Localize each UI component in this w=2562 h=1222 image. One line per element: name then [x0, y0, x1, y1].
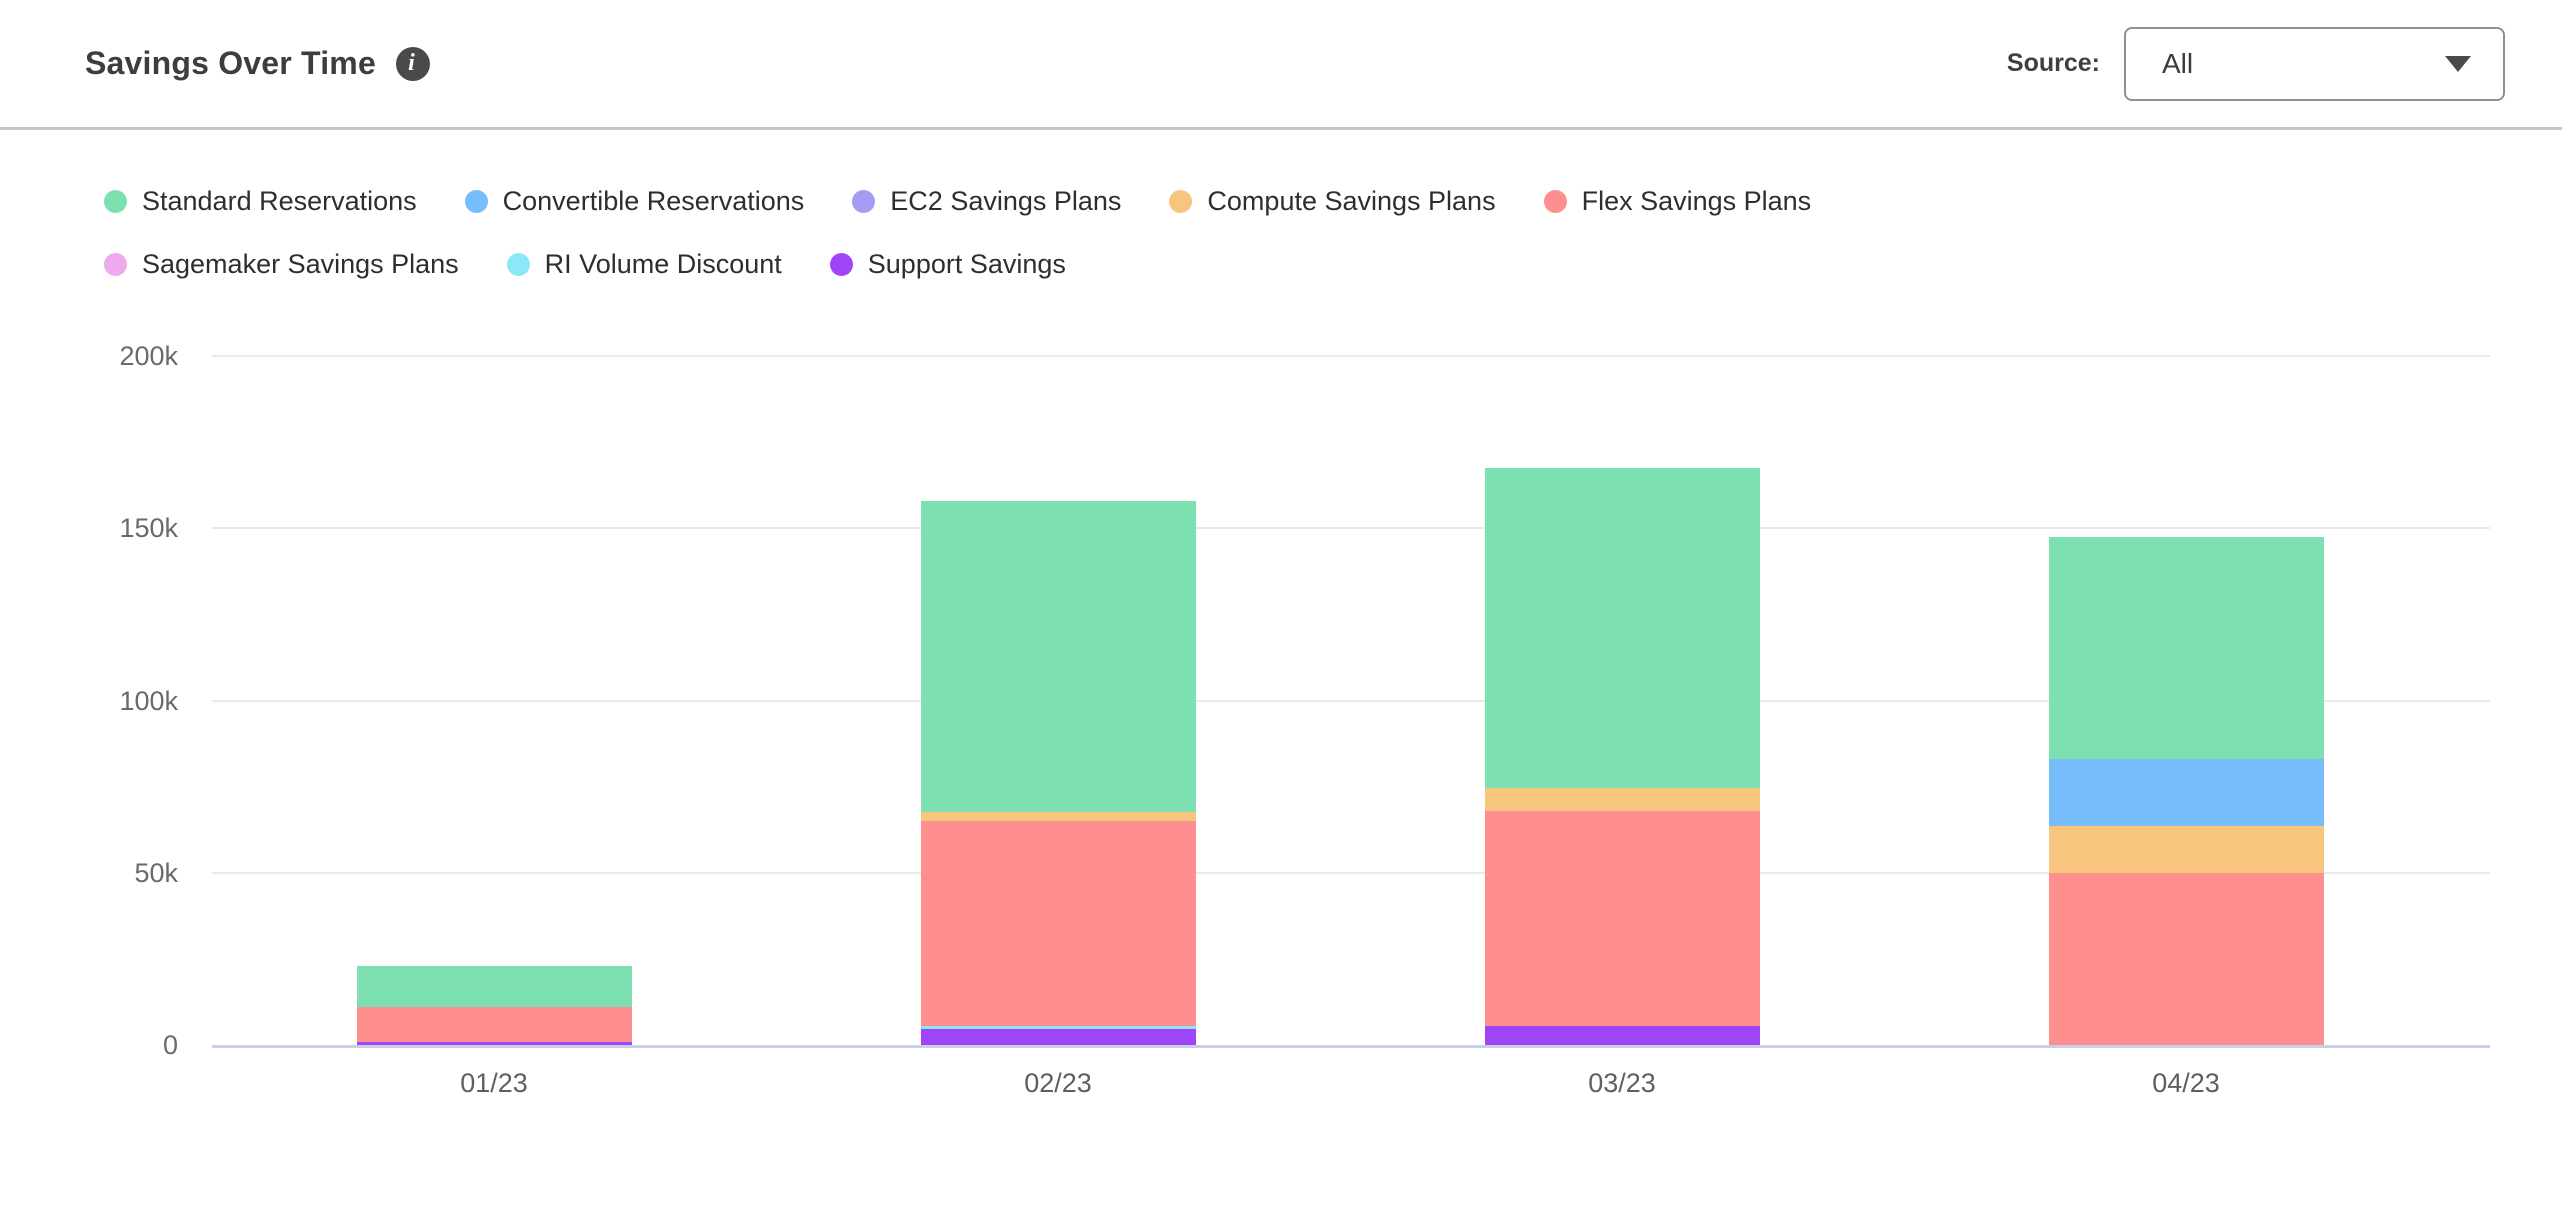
legend-item[interactable]: Sagemaker Savings Plans	[104, 249, 459, 280]
x-axis-line	[212, 1045, 2490, 1048]
source-select[interactable]: All	[2124, 26, 2505, 101]
header: Savings Over Time i Source: All	[0, 0, 2562, 130]
legend-item[interactable]: Flex Savings Plans	[1543, 186, 1812, 217]
y-axis-tick-label: 150k	[119, 513, 178, 544]
y-axis-tick-label: 50k	[134, 857, 178, 888]
legend-swatch-icon	[1543, 190, 1567, 213]
bar-segment[interactable]	[921, 821, 1196, 1026]
page-title: Savings Over Time	[85, 45, 376, 81]
legend-item-label: Support Savings	[867, 249, 1066, 279]
legend-swatch-icon	[506, 253, 530, 276]
legend-item-label: EC2 Savings Plans	[890, 186, 1122, 216]
y-axis-tick-label: 0	[162, 1030, 178, 1060]
bar-segment[interactable]	[2049, 537, 2324, 759]
source-select-value: All	[2162, 47, 2194, 79]
legend-swatch-icon	[829, 253, 853, 276]
legend-item[interactable]: Standard Reservations	[104, 186, 417, 217]
bar-segment[interactable]	[921, 1026, 1196, 1029]
bar-segment[interactable]	[2049, 826, 2324, 873]
x-axis-tick-label: 02/23	[1024, 1068, 1092, 1098]
legend-item-label: RI Volume Discount	[544, 249, 782, 279]
legend-swatch-icon	[852, 190, 876, 213]
bar-segment[interactable]	[357, 1007, 632, 1042]
legend-item[interactable]: Compute Savings Plans	[1169, 186, 1496, 217]
legend-swatch-icon	[464, 190, 488, 213]
legend-item-label: Convertible Reservations	[502, 186, 805, 216]
bar-segment[interactable]	[921, 812, 1196, 821]
bar-segment[interactable]	[1485, 468, 1760, 788]
bar-segment[interactable]	[1485, 1026, 1760, 1045]
x-axis-tick-label: 04/23	[2152, 1068, 2220, 1098]
legend-item-label: Standard Reservations	[142, 186, 417, 216]
y-axis-tick-label: 100k	[119, 685, 178, 716]
bar-segment[interactable]	[1485, 788, 1760, 811]
legend-item-label: Sagemaker Savings Plans	[142, 249, 459, 279]
legend-swatch-icon	[104, 253, 127, 276]
info-icon[interactable]: i	[395, 46, 430, 81]
bar-segment[interactable]	[921, 501, 1196, 812]
source-label: Source:	[2006, 49, 2100, 77]
y-gridline	[212, 355, 2490, 357]
legend-item[interactable]: EC2 Savings Plans	[852, 186, 1121, 217]
legend-item[interactable]: Support Savings	[829, 249, 1066, 280]
y-gridline	[212, 871, 2490, 874]
legend-swatch-icon	[104, 190, 127, 213]
legend-item-label: Compute Savings Plans	[1207, 186, 1496, 216]
chevron-down-icon	[2445, 55, 2471, 72]
chart-legend: Standard Reservations Convertible Reserva…	[104, 186, 1904, 280]
legend-item[interactable]: Convertible Reservations	[464, 186, 805, 217]
legend-item-label: Flex Savings Plans	[1581, 186, 1812, 216]
y-axis-tick-label: 200k	[119, 341, 178, 371]
y-gridline	[212, 527, 2490, 530]
bar-segment[interactable]	[921, 1029, 1196, 1045]
y-gridline	[212, 699, 2490, 702]
x-axis-tick-label: 01/23	[460, 1068, 528, 1098]
legend-swatch-icon	[1169, 190, 1193, 213]
bar-segment[interactable]	[2049, 873, 2324, 1045]
bar-segment[interactable]	[357, 966, 632, 1007]
legend-item[interactable]: RI Volume Discount	[506, 249, 782, 280]
bar-segment[interactable]	[2049, 759, 2324, 826]
x-axis-tick-label: 03/23	[1588, 1068, 1656, 1098]
bar-segment[interactable]	[357, 1042, 632, 1045]
bar-segment[interactable]	[1485, 811, 1760, 1026]
